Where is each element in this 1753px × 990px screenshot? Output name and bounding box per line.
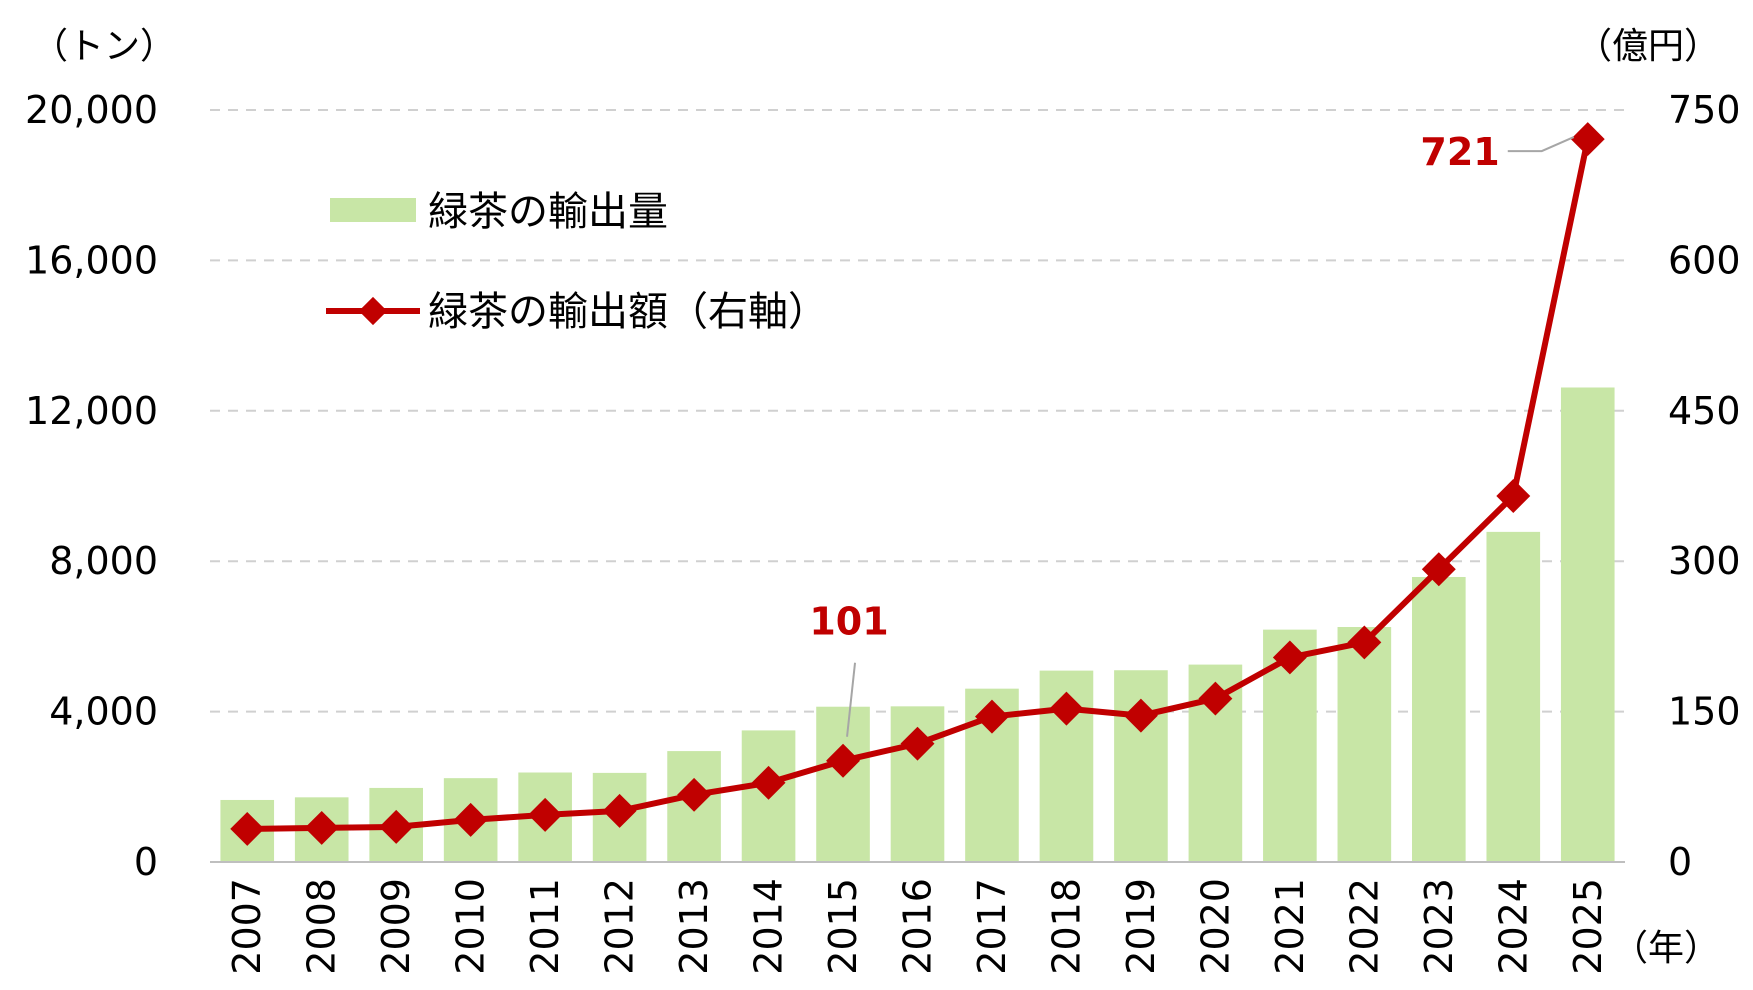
line-marker — [1570, 122, 1605, 157]
line-series — [230, 122, 1605, 846]
annotations: 101 721 — [809, 130, 1575, 737]
line-marker — [304, 810, 339, 845]
bar-series — [220, 387, 1615, 862]
x-tick-label: 2015 — [821, 878, 865, 975]
right-tick-label: 0 — [1668, 840, 1692, 884]
data-label: 721 — [1420, 130, 1499, 174]
right-tick-label: 600 — [1668, 238, 1741, 282]
x-tick-label: 2010 — [449, 878, 493, 975]
x-tick-label: 2007 — [225, 878, 269, 975]
x-tick-label: 2014 — [747, 878, 791, 975]
x-tick-label: 2011 — [523, 878, 567, 975]
line-marker — [230, 811, 265, 846]
bar — [1412, 576, 1466, 862]
x-tick-label: 2021 — [1268, 878, 1312, 975]
x-tick-label: 2012 — [598, 878, 642, 975]
line-marker — [975, 699, 1009, 734]
legend-label-line: 緑茶の輸出額（右軸） — [428, 289, 828, 335]
line-marker — [1049, 691, 1084, 726]
line-marker — [1347, 625, 1382, 660]
x-tick-label: 2019 — [1119, 878, 1163, 975]
line-marker — [528, 797, 563, 832]
annotation-leader — [846, 662, 857, 737]
right-tick-label: 300 — [1668, 539, 1741, 583]
legend-label-bar: 緑茶の輸出量 — [428, 189, 668, 235]
x-tick-label: 2017 — [970, 878, 1014, 975]
left-tick-label: 8,000 — [49, 539, 158, 583]
line-marker — [453, 802, 488, 837]
line-marker — [379, 809, 414, 844]
legend-swatch-marker — [358, 296, 388, 326]
x-tick-label: 2025 — [1566, 878, 1610, 975]
bar — [1560, 387, 1615, 862]
x-tick-label: 2020 — [1193, 878, 1237, 975]
left-tick-label: 0 — [134, 840, 158, 884]
right-tick-label: 750 — [1668, 88, 1741, 132]
data-label: 101 — [809, 600, 888, 644]
left-tick-label: 16,000 — [25, 238, 158, 282]
right-axis-unit: （億円） — [1576, 26, 1720, 67]
axes: 0 0 4,000 150 8,000 300 12,000 450 16,000 600 20,0… — [25, 88, 1741, 975]
line-marker — [826, 743, 860, 778]
line-marker — [602, 793, 637, 828]
right-tick-label: 150 — [1668, 690, 1741, 734]
x-tick-label: 2024 — [1491, 878, 1535, 975]
x-tick-label: 2016 — [896, 878, 940, 975]
line-marker — [1272, 640, 1307, 675]
bar — [1486, 531, 1541, 862]
x-axis-unit: （年） — [1612, 928, 1720, 969]
line-marker — [751, 765, 786, 800]
bar — [1337, 627, 1392, 862]
line-marker — [677, 777, 712, 812]
x-tick-label: 2008 — [300, 878, 344, 975]
left-axis-unit: （トン） — [32, 26, 176, 67]
left-tick-label: 12,000 — [25, 389, 158, 433]
x-tick-label: 2013 — [672, 878, 716, 975]
line-marker — [1123, 698, 1158, 733]
line-marker — [900, 726, 935, 761]
line-marker — [1496, 479, 1531, 513]
x-tick-label: 2009 — [374, 878, 418, 975]
x-tick-label: 2022 — [1342, 878, 1386, 975]
line-marker — [1421, 552, 1456, 587]
x-tick-label: 2018 — [1044, 878, 1088, 975]
legend-swatch-bar — [330, 198, 416, 222]
left-tick-label: 4,000 — [49, 690, 158, 734]
annotation-leader — [1507, 136, 1575, 153]
line-marker — [1198, 681, 1233, 716]
right-tick-label: 450 — [1668, 389, 1741, 433]
legend: 緑茶の輸出量 緑茶の輸出額（右軸） — [326, 189, 828, 335]
x-tick-label: 2023 — [1417, 878, 1461, 975]
bar — [816, 706, 870, 862]
left-tick-label: 20,000 — [25, 88, 158, 132]
